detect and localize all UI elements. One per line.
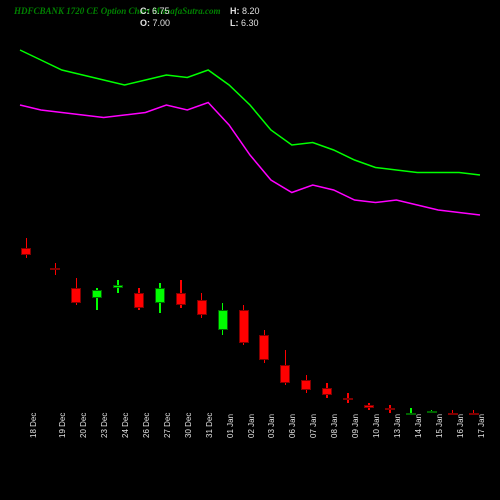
ohlc-close: C: 6.75 xyxy=(140,6,170,16)
candle-body xyxy=(259,335,269,360)
candle-body xyxy=(50,268,60,271)
candle-body xyxy=(176,293,186,306)
candle-body xyxy=(155,288,165,303)
ohlc-low-value: 6.30 xyxy=(241,18,259,28)
indicator-line xyxy=(20,103,480,216)
candle-body xyxy=(280,365,290,383)
ohlc-close-value: 6.75 xyxy=(152,6,170,16)
candle-body xyxy=(364,405,374,408)
candle-body xyxy=(92,290,102,298)
candle-body xyxy=(385,408,395,411)
ohlc-high: H: 8.20 xyxy=(230,6,260,16)
candle-body xyxy=(21,248,31,256)
candle-body xyxy=(113,285,123,288)
candle-body xyxy=(427,411,437,413)
candle-body xyxy=(301,380,311,390)
candle-body xyxy=(322,388,332,396)
indicator-line xyxy=(20,50,480,175)
chart-title: HDFCBANK 1720 CE Option Chart MunafaSutr… xyxy=(14,6,221,16)
candle-body xyxy=(197,300,207,315)
candle-body xyxy=(239,310,249,343)
candle-body xyxy=(71,288,81,303)
ohlc-high-value: 8.20 xyxy=(242,6,260,16)
candle-body xyxy=(343,398,353,401)
chart-container: HDFCBANK 1720 CE Option Chart MunafaSutr… xyxy=(0,0,500,500)
ohlc-open: O: 7.00 xyxy=(140,18,170,28)
candle-body xyxy=(134,293,144,308)
ohlc-open-value: 7.00 xyxy=(153,18,171,28)
plot-area xyxy=(20,30,480,430)
indicator-lines xyxy=(20,30,480,430)
candle-body xyxy=(218,310,228,330)
ohlc-low: L: 6.30 xyxy=(230,18,259,28)
x-tick-label: 17 Jan xyxy=(477,414,500,438)
